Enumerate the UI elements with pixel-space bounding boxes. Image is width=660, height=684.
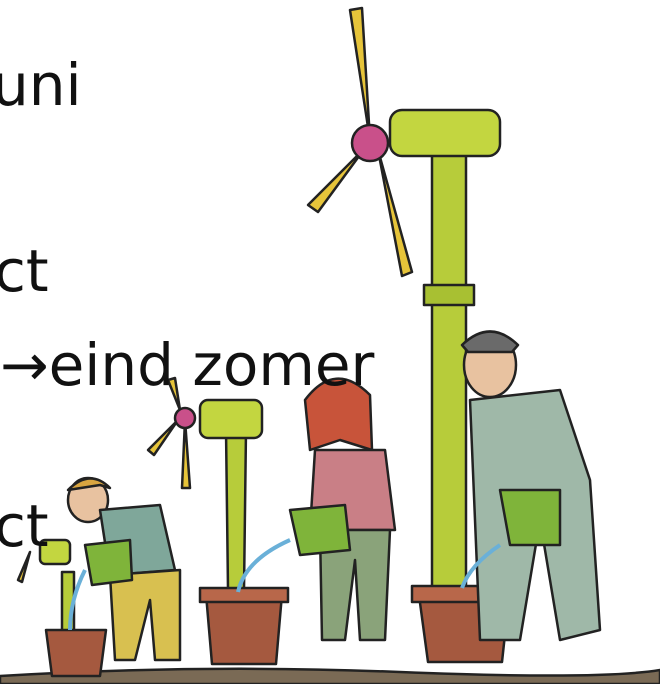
slide-text: ct bbox=[0, 242, 49, 300]
slide-text: →eind zomer bbox=[0, 336, 374, 394]
girl bbox=[290, 379, 395, 640]
man bbox=[462, 332, 600, 641]
slide-text: uni bbox=[0, 56, 82, 114]
slide: uni ct →eind zomer ct bbox=[0, 0, 660, 684]
slide-text: ct bbox=[0, 497, 49, 555]
